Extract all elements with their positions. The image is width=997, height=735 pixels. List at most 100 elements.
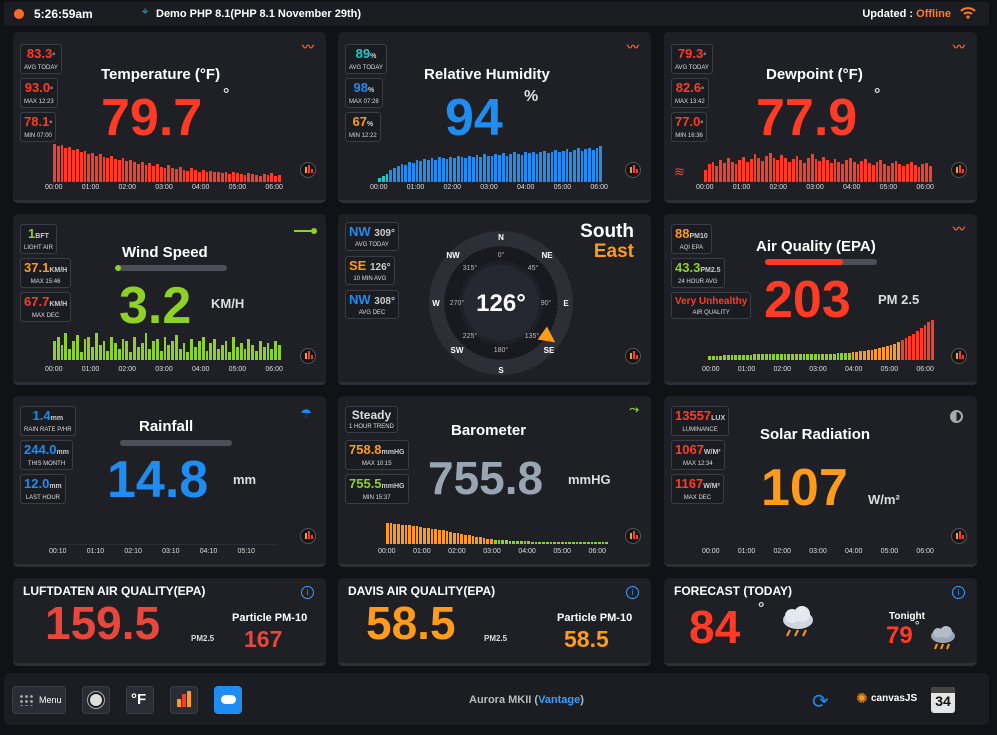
dir-10min-label: 10 MIN AVG xyxy=(353,276,387,282)
info-icon[interactable]: i xyxy=(952,586,965,599)
compass-card: NW 309° AVG TODAY SE 126° 10 MIN AVG NW … xyxy=(338,214,651,385)
humidity-unit: % xyxy=(524,88,539,105)
bar xyxy=(757,158,761,182)
forecast-card: FORECAST (TODAY) i 84 ° Tonight 79 ° xyxy=(664,578,977,666)
wind-card: 1BFT LIGHT AIR 37.1KM/H MAX 15:46 67.7KM… xyxy=(13,214,326,385)
tick-label: 02:00 xyxy=(773,366,791,373)
bar xyxy=(136,164,140,182)
bar xyxy=(396,166,400,182)
bar xyxy=(597,541,601,544)
bar xyxy=(209,170,213,182)
bar xyxy=(726,158,730,182)
lux-label: LUMINANCE xyxy=(682,427,718,433)
luftdaten-title: LUFTDATEN AIR QUALITY(EPA) xyxy=(23,584,206,598)
dewpoint-value: 77.9 xyxy=(756,89,858,147)
update-status: Updated : Offline xyxy=(862,8,951,20)
chart-toggle-icon[interactable] xyxy=(300,528,316,544)
rain-month: 244.0 xyxy=(24,442,57,457)
menu-button[interactable]: Menu xyxy=(12,686,66,714)
bar xyxy=(840,352,844,360)
wind-max: 37.1 xyxy=(24,260,50,275)
canvasjs-logo[interactable]: ✺ canvasJS xyxy=(856,690,917,708)
wind-title: Wind Speed xyxy=(122,244,208,261)
temperature-unit: ° xyxy=(223,86,230,103)
bar xyxy=(430,528,434,544)
storm-cloud-icon xyxy=(783,606,813,637)
solar-maxdec: 1167 xyxy=(675,476,704,491)
davis-title: DAVIS AIR QUALITY(EPA) xyxy=(348,584,496,598)
compass-pointer-icon xyxy=(537,326,556,343)
menu-label: Menu xyxy=(39,695,62,705)
bar xyxy=(159,350,163,360)
chart-toggle-icon[interactable] xyxy=(625,528,641,544)
bar xyxy=(586,541,590,544)
bar xyxy=(110,156,113,182)
bar xyxy=(453,158,456,182)
bar xyxy=(262,346,266,360)
tick-label: 05:00 xyxy=(553,548,571,555)
bar xyxy=(247,173,251,182)
model-type[interactable]: Vantage xyxy=(538,694,581,706)
chart-toggle-icon[interactable] xyxy=(625,162,641,178)
weather-button[interactable] xyxy=(214,686,242,714)
bar xyxy=(475,536,478,544)
temperature-value: 79.7 xyxy=(101,89,203,147)
bar xyxy=(171,341,174,360)
bar xyxy=(247,339,251,360)
wind-bars xyxy=(53,322,281,360)
bar xyxy=(742,355,745,360)
charts-button[interactable] xyxy=(170,686,198,714)
davis-card: DAVIS AIR QUALITY(EPA) i 58.5 PM2.5 Part… xyxy=(338,578,651,666)
calendar-icon[interactable]: 34 xyxy=(931,687,955,713)
bar xyxy=(464,158,467,182)
theme-button[interactable] xyxy=(82,686,110,714)
bar xyxy=(784,158,787,182)
quality-box: Very Unhealthy AIR QUALITY xyxy=(671,292,752,319)
bar xyxy=(601,541,605,544)
chart-toggle-icon[interactable] xyxy=(625,348,641,364)
bar xyxy=(795,156,799,182)
bar xyxy=(787,354,791,360)
bar xyxy=(730,162,734,182)
temp-max-label: MAX 12:23 xyxy=(24,99,54,105)
chart-toggle-icon[interactable] xyxy=(951,162,967,178)
bar xyxy=(561,150,565,182)
bar xyxy=(590,541,594,544)
solar-max: 1067 xyxy=(675,442,704,457)
bar xyxy=(560,541,564,544)
bar xyxy=(772,354,776,360)
bar xyxy=(232,337,235,360)
lux-box: 13557LUX LUMINANCE xyxy=(671,406,730,436)
bar xyxy=(216,171,220,182)
bar xyxy=(75,335,79,360)
status-dot-icon xyxy=(14,9,24,19)
bar xyxy=(178,166,182,182)
bar xyxy=(704,170,707,182)
bar xyxy=(803,162,806,182)
bar xyxy=(580,150,584,182)
info-icon[interactable]: i xyxy=(626,586,639,599)
air-title: Air Quality (EPA) xyxy=(756,238,876,255)
chart-toggle-icon[interactable] xyxy=(951,528,967,544)
bar xyxy=(419,161,422,182)
forecast-title: FORECAST (TODAY) xyxy=(674,584,793,598)
station-name[interactable]: Demo PHP 8.1(PHP 8.1 November 29th) xyxy=(156,8,362,20)
dew-avg-box: 79.3° AVG TODAY xyxy=(671,44,713,74)
bar xyxy=(594,541,597,544)
wifi-icon xyxy=(960,7,976,19)
chart-toggle-icon[interactable] xyxy=(300,162,316,178)
humidity-title: Relative Humidity xyxy=(424,66,550,83)
unit-toggle-button[interactable]: °F xyxy=(126,686,154,714)
refresh-icon[interactable]: ⟳ xyxy=(812,691,829,713)
bar xyxy=(881,347,885,360)
tick-label: 01:00 xyxy=(737,548,756,555)
bar xyxy=(140,342,144,360)
tick-label: 06:00 xyxy=(265,366,283,373)
chart-toggle-icon[interactable] xyxy=(951,348,967,364)
chart-toggle-icon[interactable] xyxy=(300,348,316,364)
bar xyxy=(91,153,94,182)
bar xyxy=(277,174,281,182)
contrast-icon[interactable] xyxy=(950,410,963,423)
calendar-day: 34 xyxy=(935,693,951,709)
info-icon[interactable]: i xyxy=(301,586,314,599)
